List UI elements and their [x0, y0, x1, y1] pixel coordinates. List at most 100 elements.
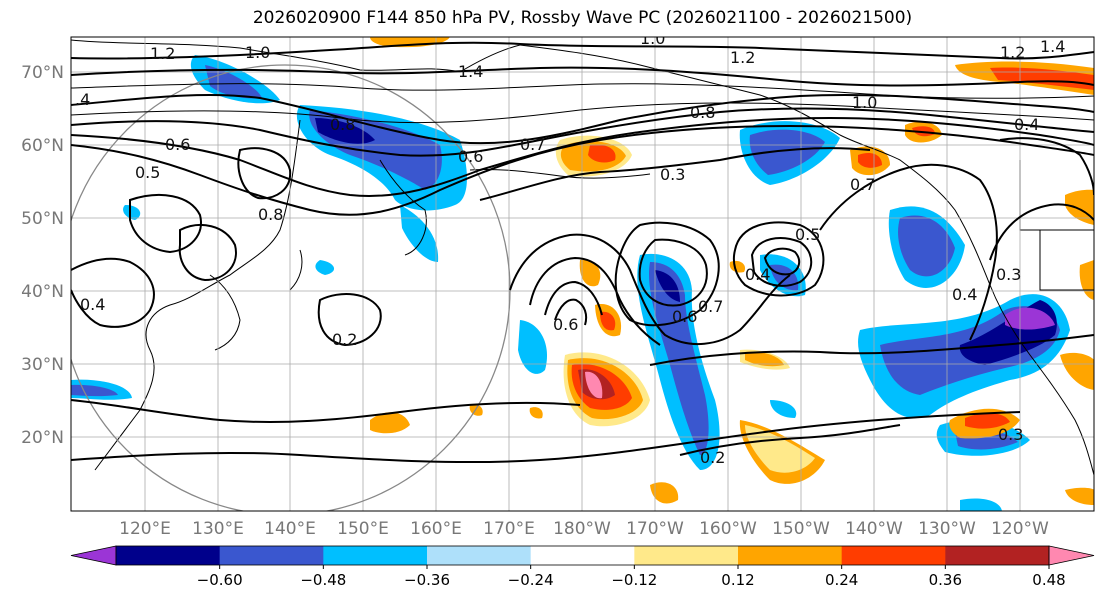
shade-blue-11 [749, 129, 825, 175]
contour-thin-1 [71, 83, 1094, 99]
shade-orange-9 [579, 259, 601, 287]
lat-axis: 70°N 60°N 50°N 40°N 30°N 20°N [21, 63, 64, 448]
lon-label: 120°E [119, 519, 171, 539]
shade-red-3 [990, 67, 1094, 90]
colorbar: −0.60 −0.48 −0.36 −0.24 −0.12 0.12 0.24 0.36 0.4… [70, 545, 1095, 589]
contour-east-2 [989, 203, 1094, 261]
colorbar-tick-label: 0.48 [1032, 571, 1065, 589]
coast-aleutians [469, 168, 651, 179]
contour-west-2 [129, 194, 202, 254]
colorbar-tick-label: −0.60 [197, 571, 243, 589]
colorbar-bin [323, 546, 428, 565]
contour-label: 1.2 [730, 48, 755, 67]
shade-orange-17 [1065, 487, 1094, 505]
contour-trough-1 [614, 221, 720, 327]
lon-label: 130°E [192, 519, 244, 539]
lon-label: 140°E [264, 519, 316, 539]
colorbar-bin [945, 546, 1050, 565]
lat-label: 70°N [21, 63, 64, 83]
lat-label: 20°N [21, 428, 64, 448]
shade-cyan-8 [518, 320, 548, 374]
contour-east-3 [999, 137, 1094, 196]
lon-label: 150°E [337, 519, 389, 539]
shade-navy-1 [315, 118, 375, 144]
contour-west-3 [178, 224, 237, 282]
colorbar-tick-label: 0.24 [825, 571, 858, 589]
contour-wave-3 [544, 280, 603, 316]
contour-wave-2 [529, 256, 661, 346]
map-frame [70, 36, 1095, 512]
shade-orange-13 [745, 351, 784, 367]
contour-label: 1.4 [458, 62, 483, 81]
contour-label: 0.4 [952, 285, 977, 304]
contour-label: 0.7 [520, 135, 545, 154]
contour-label: 0.5 [795, 225, 820, 244]
shade-cyan-10 [770, 400, 797, 418]
lat-label: 40°N [21, 282, 64, 302]
contour-lowcirc-3 [763, 247, 801, 276]
colorbar-extend-low [70, 545, 117, 566]
colorbar-tick-label: 0.12 [721, 571, 754, 589]
colorbar-tick-label: 0.36 [929, 571, 962, 589]
contour-west-5 [237, 147, 292, 200]
contour-lowcirc-1 [732, 221, 825, 297]
shade-red-5 [858, 153, 882, 168]
contour-zonal-2 [71, 66, 1094, 87]
contour-wave-4 [554, 298, 588, 326]
contour-label: 0.6 [165, 135, 190, 154]
pv-contours-thin [71, 83, 1094, 124]
map-layer: 1.2 1.0 1.0 1.4 1.2 1.2 1.4 .4 0.8 0.6 0… [71, 37, 1094, 511]
contour-zonal-3 [71, 93, 1094, 145]
contour-label: 1.0 [852, 93, 877, 112]
coast-japan [209, 249, 303, 351]
shade-purple-13 [1005, 307, 1055, 330]
contour-label: 1.2 [1000, 43, 1025, 62]
contour-label: 0.6 [672, 307, 697, 326]
contour-label: 0.2 [332, 330, 357, 349]
lat-label: 50°N [21, 209, 64, 229]
contour-label: 0.8 [330, 115, 355, 134]
colorbar-ticks: −0.60 −0.48 −0.36 −0.24 −0.12 0.12 0.24 0.36 0.4… [197, 565, 1066, 589]
contour-label: 0.3 [998, 425, 1023, 444]
lon-label: 150°W [772, 519, 830, 539]
shade-orange-12 [370, 412, 410, 434]
lon-axis: 120°E 130°E 140°E 150°E 160°E 170°E 180°… [119, 519, 1049, 539]
lon-label: 130°W [918, 519, 976, 539]
coast-kamchatka [379, 159, 427, 256]
shade-navy-7 [655, 270, 680, 302]
contour-labels: 1.2 1.0 1.0 1.4 1.2 1.2 1.4 .4 0.8 0.6 0… [75, 37, 1065, 467]
contour-label: 0.5 [135, 163, 160, 182]
colorbar-bin [634, 546, 739, 565]
contour-south-1 [71, 399, 581, 423]
contour-label: 0.8 [258, 205, 283, 224]
shade-blue-1b [205, 65, 262, 99]
contour-zonal-6 [71, 124, 1094, 216]
shade-cyan-5 [123, 205, 141, 220]
colorbar-tick-label: −0.12 [611, 571, 657, 589]
contour-thin-2 [71, 102, 1094, 124]
contour-wave-1 [509, 233, 791, 346]
shade-cyan-4 [315, 260, 335, 275]
shade-blue-12 [898, 215, 955, 277]
pv-contours [71, 41, 1094, 464]
lon-label: 160°E [410, 519, 462, 539]
colorbar-bins [70, 545, 1095, 566]
contour-label: 0.6 [553, 315, 578, 334]
lon-label: 140°W [845, 519, 903, 539]
shade-cyan-15 [960, 498, 1002, 511]
colorbar-bin [116, 546, 221, 565]
contour-zonal-4 [71, 107, 1094, 157]
lon-label: 160°W [699, 519, 757, 539]
contour-label: 1.2 [150, 44, 175, 63]
colorbar-bin [530, 546, 635, 565]
shade-blue-9 [770, 264, 799, 291]
contour-label: 0.4 [745, 265, 770, 284]
shade-orange-16 [650, 482, 679, 504]
colorbar-tick-label: −0.48 [300, 571, 346, 589]
contour-west-1 [71, 257, 155, 328]
lat-label: 60°N [21, 136, 64, 156]
contour-zonal-1 [71, 41, 1094, 60]
contour-label: .4 [75, 90, 90, 109]
chart-title: 2026020900 F144 850 hPa PV, Rossby Wave … [252, 8, 913, 28]
